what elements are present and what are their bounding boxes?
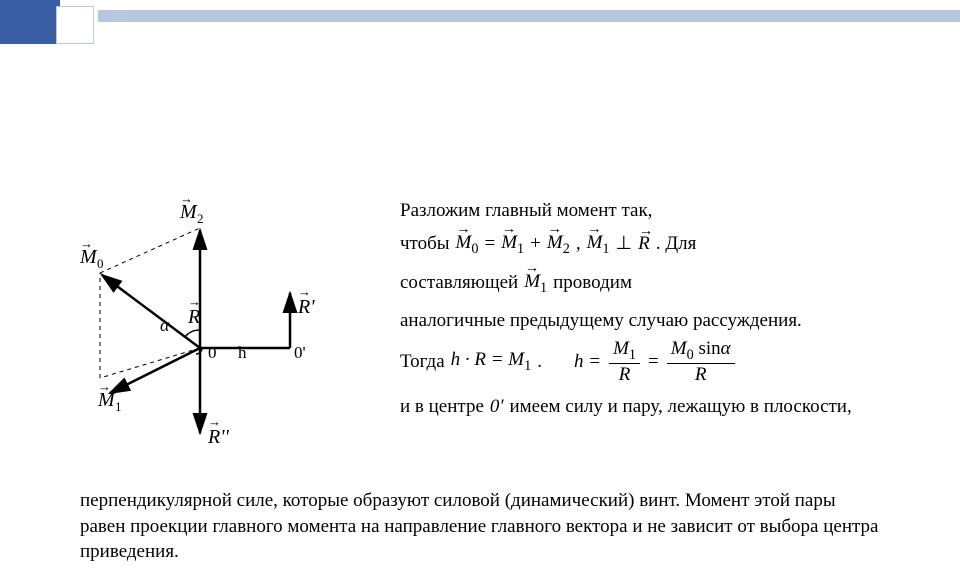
header-decor — [0, 0, 960, 48]
l3a: составляющей — [400, 270, 518, 296]
label-Rpp: R'' — [207, 426, 229, 448]
l2a: чтобы — [400, 231, 450, 257]
l2b: . Для — [656, 231, 697, 257]
vec-M0: M0 — [456, 230, 479, 259]
line-3: составляющей M1 проводим — [400, 269, 880, 298]
eq-hR: h · R = M1 — [451, 347, 532, 376]
l6a: и в центре — [400, 394, 484, 420]
svg-text:→: → — [80, 236, 93, 251]
svg-text:0: 0 — [97, 256, 104, 271]
decor-box-2 — [56, 6, 94, 44]
svg-text:→: → — [98, 379, 111, 394]
svg-text:1: 1 — [115, 399, 122, 414]
label-R: R — [187, 306, 200, 328]
svg-text:2: 2 — [197, 211, 204, 226]
line-2: чтобы M0 = M1 + M2 , M1 ⊥ R . Для — [400, 230, 880, 259]
slide-body: 0 h 0' α M 0 → M 2 → M 1 → R → R' → R'' … — [0, 48, 960, 565]
eq-h: h = — [574, 349, 601, 375]
content-row: 0 h 0' α M 0 → M 2 → M 1 → R → R' → R'' … — [80, 198, 880, 478]
vec-R: R — [638, 231, 650, 257]
svg-text:→: → — [188, 294, 201, 309]
label-Rp: R' — [297, 296, 315, 318]
line-1: Разложим главный момент так, — [400, 198, 880, 224]
line-6: и в центре 0' имеем силу и пару, лежащую… — [400, 394, 880, 420]
paragraph-2: перпендикулярной силе, которые образуют … — [80, 488, 880, 565]
vector-diagram: 0 h 0' α M 0 → M 2 → M 1 → R → R' → R'' … — [80, 198, 360, 478]
frac-1: M1 R — [609, 339, 640, 384]
vec-M1: M1 — [501, 230, 524, 259]
Oprime: 0' — [490, 394, 504, 420]
diagram: 0 h 0' α M 0 → M 2 → M 1 → R → R' → R'' … — [80, 198, 360, 478]
decor-box-1 — [0, 0, 60, 44]
svg-text:→: → — [298, 284, 311, 299]
frac-2: M0 sinα R — [667, 339, 735, 384]
vec-M2: M2 — [547, 230, 570, 259]
line-4: аналогичные предыдущему случаю рассужден… — [400, 308, 880, 334]
label-origin: 0 — [208, 343, 217, 362]
vec-M1c: M1 — [524, 269, 547, 298]
svg-text:→: → — [208, 414, 221, 429]
svg-text:→: → — [180, 198, 193, 206]
decor-bar — [98, 10, 960, 22]
line-5: Тогда h · R = M1. h = M1 R = M0 sinα R — [400, 339, 880, 384]
label-origin2: 0' — [294, 343, 306, 362]
text-column: Разложим главный момент так, чтобы M0 = … — [360, 198, 880, 430]
l6b: имеем силу и пару, лежащую в плоскости, — [509, 394, 851, 420]
l5a: Тогда — [400, 349, 445, 375]
label-h: h — [238, 343, 247, 362]
l3b: проводим — [553, 270, 632, 296]
vec-M1b: M1 — [587, 230, 610, 259]
label-alpha: α — [160, 315, 170, 335]
